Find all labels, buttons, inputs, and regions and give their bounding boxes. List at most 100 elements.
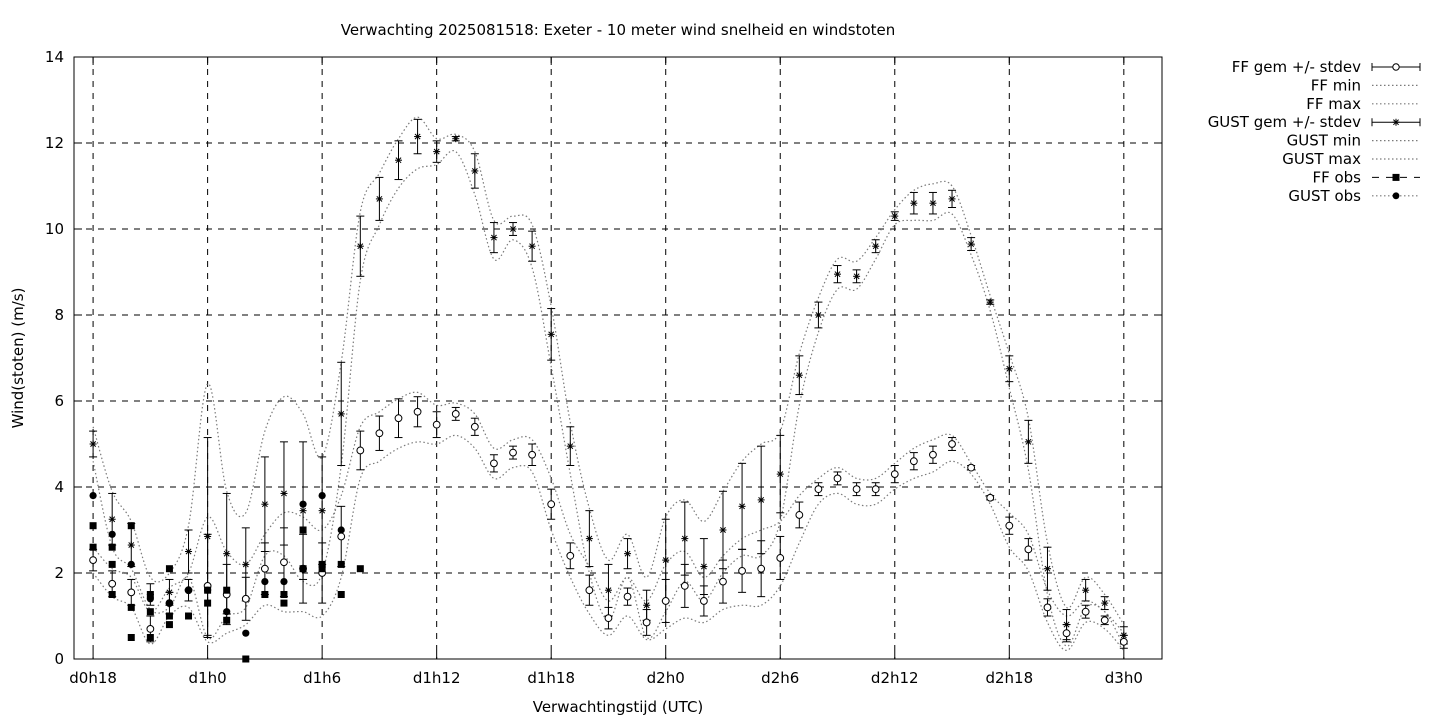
- gust-mean-point: [1043, 565, 1051, 573]
- ff-obs-point: [108, 543, 116, 551]
- ff-mean-point: [89, 556, 97, 564]
- ff-mean-point: [661, 597, 670, 605]
- star-stroke: [605, 587, 612, 594]
- gust-mean-point: [967, 240, 975, 248]
- gust-obs-point: [242, 629, 250, 637]
- star-stroke: [1082, 587, 1089, 594]
- star-stroke: [949, 195, 955, 202]
- star-stroke: [567, 443, 574, 450]
- x-axis-label: Verwachtingstijd (UTC): [533, 698, 704, 716]
- ff-mean-point: [509, 448, 517, 457]
- x-tick-label: d2h6: [761, 669, 799, 687]
- star-stroke: [834, 271, 841, 278]
- y-tick-label: 6: [54, 392, 64, 410]
- legend-label: FF gem +/- stdev: [1232, 58, 1361, 76]
- ff-mean-point: [986, 493, 995, 502]
- ff-mean-point: [1043, 603, 1052, 612]
- ff-obs-point: [165, 612, 173, 620]
- ff-obs-point: [280, 599, 288, 607]
- gust-mean-point: [356, 242, 364, 250]
- ff-mean-point: [375, 429, 384, 438]
- y-axis-label: Wind(stoten) (m/s): [9, 288, 27, 429]
- ff-obs-point: [108, 591, 116, 598]
- star-stroke: [90, 441, 97, 447]
- star-stroke: [968, 241, 975, 248]
- legend-entry-ff-max: FF max: [1306, 95, 1420, 113]
- gust-mean-point: [834, 270, 842, 278]
- star-stroke: [853, 273, 860, 280]
- ff-obs-point: [146, 608, 154, 616]
- x-tick-label: d0h18: [69, 669, 117, 687]
- ff-mean-point: [967, 463, 976, 472]
- legend-label: GUST obs: [1288, 187, 1361, 205]
- star-stroke: [395, 157, 402, 164]
- gust-mean-point: [585, 535, 593, 543]
- ff-obs-point: [318, 560, 326, 568]
- y-tick-label: 12: [45, 134, 64, 152]
- ff-obs-point: [165, 565, 173, 573]
- star-stroke: [872, 243, 879, 250]
- ff-obs-point: [127, 603, 135, 611]
- legend-entry-ff-obs: FF obs: [1312, 168, 1420, 186]
- legend-label: FF min: [1311, 76, 1361, 94]
- star-stroke: [796, 372, 803, 379]
- data-points: [89, 133, 1128, 663]
- plot-frame: [73, 56, 1163, 660]
- x-tick-label: d3h0: [1105, 669, 1143, 687]
- star-stroke: [319, 507, 326, 514]
- star-stroke: [261, 501, 268, 508]
- y-tick-label: 10: [45, 220, 64, 238]
- star-stroke: [300, 507, 307, 514]
- y-tick-label: 14: [45, 48, 64, 66]
- star-stroke: [777, 471, 784, 478]
- ff-obs-point: [204, 599, 212, 607]
- star-stroke: [586, 535, 593, 542]
- error-bars: [89, 118, 1128, 649]
- gust-mean-point: [223, 550, 231, 558]
- ff-mean-point: [738, 566, 746, 575]
- ff-mean-point: [127, 588, 136, 597]
- star-stroke: [452, 135, 459, 142]
- gust-obs-point: [299, 500, 307, 508]
- star-stroke: [376, 195, 383, 202]
- star-stroke: [1025, 438, 1032, 445]
- star-stroke: [510, 226, 516, 232]
- ff-mean-point: [909, 457, 918, 466]
- gust-mean-point: [624, 550, 632, 558]
- y-tick-label: 2: [54, 564, 64, 582]
- legend-marker: [1392, 118, 1400, 126]
- gust-mean-point: [318, 507, 326, 515]
- gust-mean-point: [337, 410, 345, 418]
- gust-obs-point: [184, 586, 193, 594]
- ff-mean-point: [776, 554, 785, 562]
- gust-obs-point: [89, 492, 97, 500]
- ff-mean-point: [547, 500, 556, 509]
- ff-obs-point: [337, 560, 345, 568]
- ff-mean-point: [490, 459, 498, 468]
- ff-mean-point: [1062, 629, 1071, 638]
- legend-label: GUST max: [1282, 150, 1361, 168]
- star-stroke: [281, 490, 287, 497]
- ff-obs-point: [356, 565, 364, 573]
- gust-obs-point: [318, 492, 326, 500]
- gust-mean-point: [1024, 438, 1032, 446]
- legend-marker: [1392, 192, 1400, 200]
- star-stroke: [185, 548, 192, 555]
- star-stroke: [1393, 119, 1399, 126]
- x-tick-label: d2h12: [871, 669, 919, 687]
- gust-mean-point: [414, 133, 422, 141]
- legend-entry-ff-mean: FF gem +/- stdev: [1232, 58, 1421, 76]
- gust-mean-point: [643, 601, 651, 609]
- gust-obs-point: [108, 530, 116, 538]
- legend-label: GUST min: [1287, 132, 1361, 150]
- gust-mean-point: [1082, 586, 1090, 594]
- gust-mean-point: [452, 135, 460, 143]
- ff-mean-point: [1081, 607, 1090, 616]
- star-stroke: [1120, 632, 1127, 639]
- star-stroke: [1044, 565, 1051, 572]
- ff-mean-point: [432, 420, 441, 429]
- ff-obs-point: [337, 591, 345, 598]
- star-stroke: [739, 503, 746, 510]
- ff-obs-point: [280, 591, 288, 598]
- gust-mean-point: [1101, 599, 1109, 607]
